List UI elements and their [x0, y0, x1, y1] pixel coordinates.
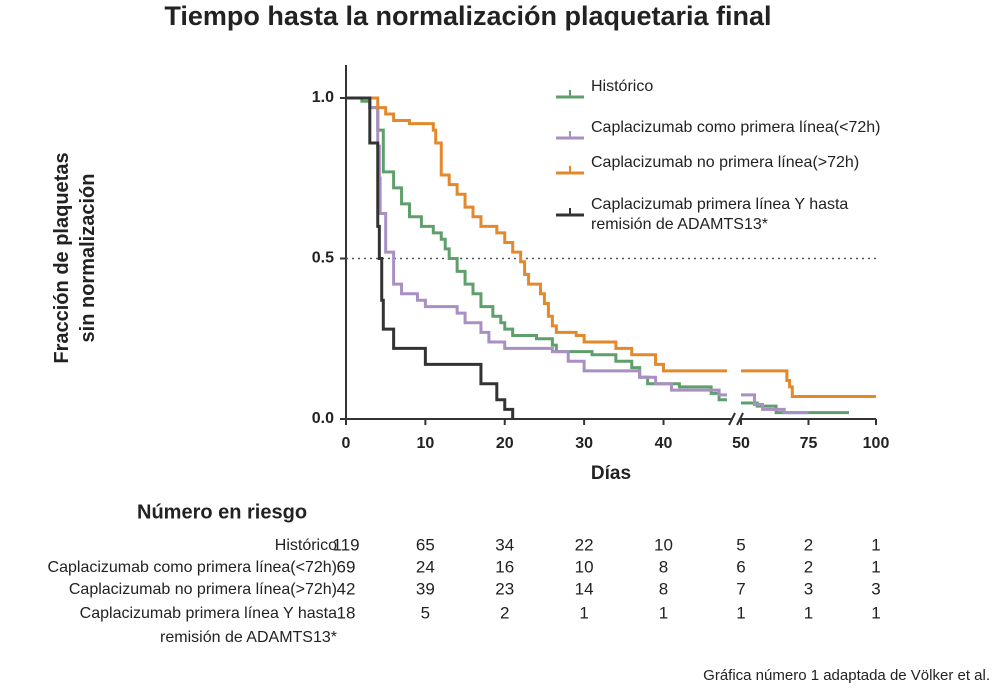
risk-count: 5 — [421, 603, 430, 622]
risk-title: Número en riesgo — [137, 501, 307, 523]
risk-count: 3 — [871, 579, 880, 598]
risk-count: 2 — [500, 603, 509, 622]
chart-title: Tiempo hasta la normalización plaquetari… — [164, 1, 771, 31]
risk-count: 1 — [871, 535, 880, 554]
risk-count: 39 — [416, 579, 435, 598]
x-tick-label: 0 — [342, 435, 351, 452]
x-tick-label: 50 — [732, 435, 750, 452]
x-tick-label: 75 — [800, 435, 818, 452]
axis-break — [728, 412, 736, 426]
risk-count: 7 — [736, 579, 745, 598]
risk-count: 2 — [804, 557, 813, 576]
x-axis-title: Días — [591, 463, 631, 484]
risk-count: 119 — [332, 535, 359, 554]
risk-row-label: Caplacizumab como primera línea(<72h) — [47, 559, 337, 576]
legend-label: Caplacizumab primera línea Y hasta remis… — [591, 196, 849, 233]
x-tick-label: 10 — [416, 435, 434, 452]
risk-count: 1 — [804, 603, 813, 622]
risk-count: 5 — [736, 535, 745, 554]
survival-curve — [346, 96, 515, 419]
risk-count: 1 — [871, 557, 880, 576]
risk-row-label: Caplacizumab no primera línea(>72h) — [68, 581, 337, 598]
risk-count: 14 — [575, 579, 594, 598]
risk-count: 8 — [659, 579, 668, 598]
risk-count: 2 — [804, 535, 813, 554]
legend-label: Caplacizumab como primera línea(<72h) — [591, 119, 881, 136]
risk-count: 3 — [804, 579, 813, 598]
legend-label: Histórico — [591, 78, 654, 95]
x-tick-label: 20 — [496, 435, 514, 452]
risk-count: 6 — [736, 557, 745, 576]
risk-count: 69 — [337, 557, 356, 576]
risk-count: 10 — [575, 557, 594, 576]
risk-count: 23 — [495, 579, 514, 598]
risk-count: 1 — [736, 603, 745, 622]
risk-count: 10 — [654, 535, 673, 554]
risk-count: 65 — [416, 535, 435, 554]
risk-count: 16 — [495, 557, 514, 576]
y-tick-label: 0.5 — [312, 250, 334, 267]
risk-count: 42 — [337, 579, 356, 598]
x-tick-label: 100 — [863, 435, 890, 452]
note: Gráfica número 1 adaptada de Völker et a… — [703, 667, 990, 684]
risk-row-label: Histórico — [274, 537, 337, 554]
risk-count: 1 — [659, 603, 668, 622]
risk-count: 22 — [575, 535, 594, 554]
risk-count: 1 — [871, 603, 880, 622]
survival-curve — [346, 96, 876, 399]
y-tick-label: 1.0 — [312, 89, 334, 106]
risk-count: 34 — [495, 535, 514, 554]
survival-curve — [346, 96, 809, 415]
x-tick-label: 30 — [575, 435, 593, 452]
x-tick-label: 40 — [655, 435, 673, 452]
risk-count: 24 — [416, 557, 435, 576]
risk-count: 8 — [659, 557, 668, 576]
y-tick-label: 0.0 — [312, 410, 334, 427]
survival-curve — [346, 96, 849, 415]
risk-row-label: Caplacizumab primera línea Y hasta remis… — [79, 605, 337, 646]
risk-count: 18 — [337, 603, 356, 622]
legend-label: Caplacizumab no primera línea(>72h) — [591, 154, 860, 171]
risk-count: 1 — [579, 603, 588, 622]
y-axis-title: Fracción de plaquetas sin normalización — [51, 152, 99, 364]
